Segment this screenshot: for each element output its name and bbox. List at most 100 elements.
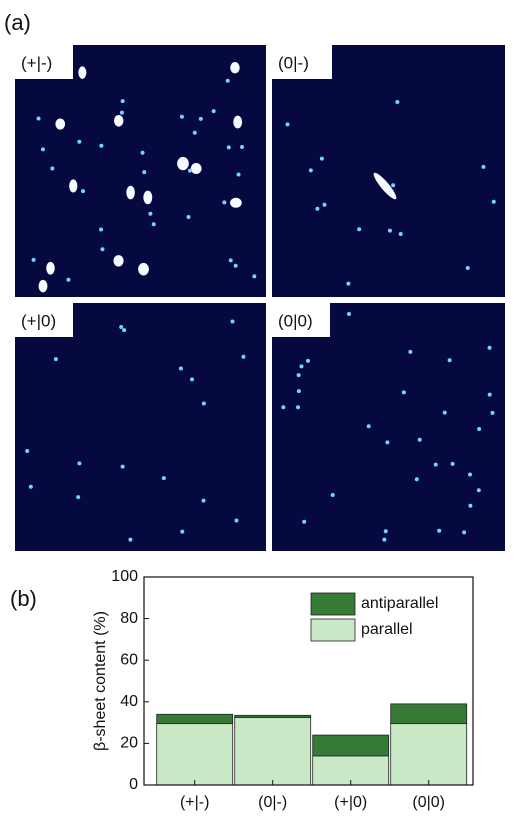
particle [201, 401, 206, 406]
particle [346, 281, 351, 286]
particle [417, 437, 422, 442]
particle [190, 163, 202, 175]
particle [468, 472, 473, 477]
particle [233, 263, 238, 268]
image-label: (+|0) [21, 311, 56, 330]
particle [192, 130, 197, 135]
particle [296, 389, 301, 394]
legend-label: antiparallel [361, 595, 438, 612]
image-label: (0|0) [278, 311, 313, 330]
bar-segment [234, 717, 312, 786]
particle [76, 495, 81, 500]
particle [234, 518, 239, 523]
particle [211, 109, 216, 114]
particle [120, 464, 125, 469]
particle [476, 488, 481, 493]
particle [161, 476, 166, 481]
particle [465, 266, 470, 271]
particle [100, 247, 105, 252]
particle [138, 262, 149, 276]
particle [140, 150, 145, 155]
particle [186, 214, 191, 219]
y-tick-label: 0 [129, 776, 138, 793]
particle [387, 228, 392, 233]
particle [391, 183, 396, 188]
particle [319, 156, 324, 161]
particle [113, 255, 124, 267]
particle [346, 311, 351, 316]
particle [302, 519, 307, 524]
particle [69, 179, 78, 193]
particle [414, 477, 419, 482]
particle [366, 424, 371, 429]
particle [126, 185, 135, 200]
particle [46, 261, 55, 275]
particle [398, 231, 403, 236]
afm-image [15, 303, 266, 551]
afm-image [272, 303, 505, 551]
image-label: (0|-) [278, 53, 309, 72]
y-tick-label: 100 [111, 568, 138, 585]
particle [330, 493, 335, 498]
particle [55, 118, 66, 130]
plot-frame [143, 576, 474, 786]
bar-segment [390, 723, 468, 786]
particle [201, 498, 206, 503]
y-tick-label: 20 [120, 735, 138, 752]
particle [230, 197, 242, 208]
particle [99, 143, 104, 148]
particle [77, 461, 82, 466]
label-box [272, 303, 330, 337]
particle [228, 258, 233, 263]
particle [77, 139, 82, 144]
particle [178, 366, 183, 371]
particle [357, 227, 362, 232]
label-box [15, 303, 73, 337]
particle [306, 358, 311, 363]
particle [468, 503, 473, 508]
particle [177, 156, 189, 171]
particle [322, 202, 327, 207]
particle [198, 116, 203, 121]
particle [230, 62, 240, 74]
bar-segment [156, 723, 234, 786]
particle [40, 147, 45, 152]
y-tick-label: 60 [120, 651, 138, 668]
label-box [272, 45, 332, 79]
particle [28, 484, 33, 489]
particle [450, 461, 455, 466]
particle [373, 172, 397, 200]
particle [383, 529, 388, 534]
particle [119, 110, 124, 115]
particle [481, 164, 486, 169]
particle [226, 145, 231, 150]
particle [99, 227, 104, 232]
particle [66, 277, 71, 282]
x-tick-label: (0|0) [412, 794, 445, 811]
particle [180, 529, 185, 534]
particle [148, 211, 153, 216]
particle [299, 364, 304, 369]
particle [120, 99, 125, 104]
particle [113, 114, 124, 127]
particle [308, 168, 313, 173]
particle [252, 274, 257, 279]
particle [385, 440, 390, 445]
particle [401, 390, 406, 395]
particle [233, 115, 243, 129]
particle [491, 199, 496, 204]
bar-segment [312, 734, 390, 757]
particle [487, 345, 492, 350]
y-axis-label: β-sheet content (%) [92, 611, 109, 751]
particle [442, 410, 447, 415]
particle [81, 189, 86, 194]
particle [382, 537, 387, 542]
particle [395, 100, 400, 105]
particle [490, 410, 495, 415]
particle [222, 200, 227, 205]
particle [408, 349, 413, 354]
x-tick-label: (+|-) [180, 794, 209, 811]
particle [230, 319, 235, 324]
particle [437, 528, 442, 533]
